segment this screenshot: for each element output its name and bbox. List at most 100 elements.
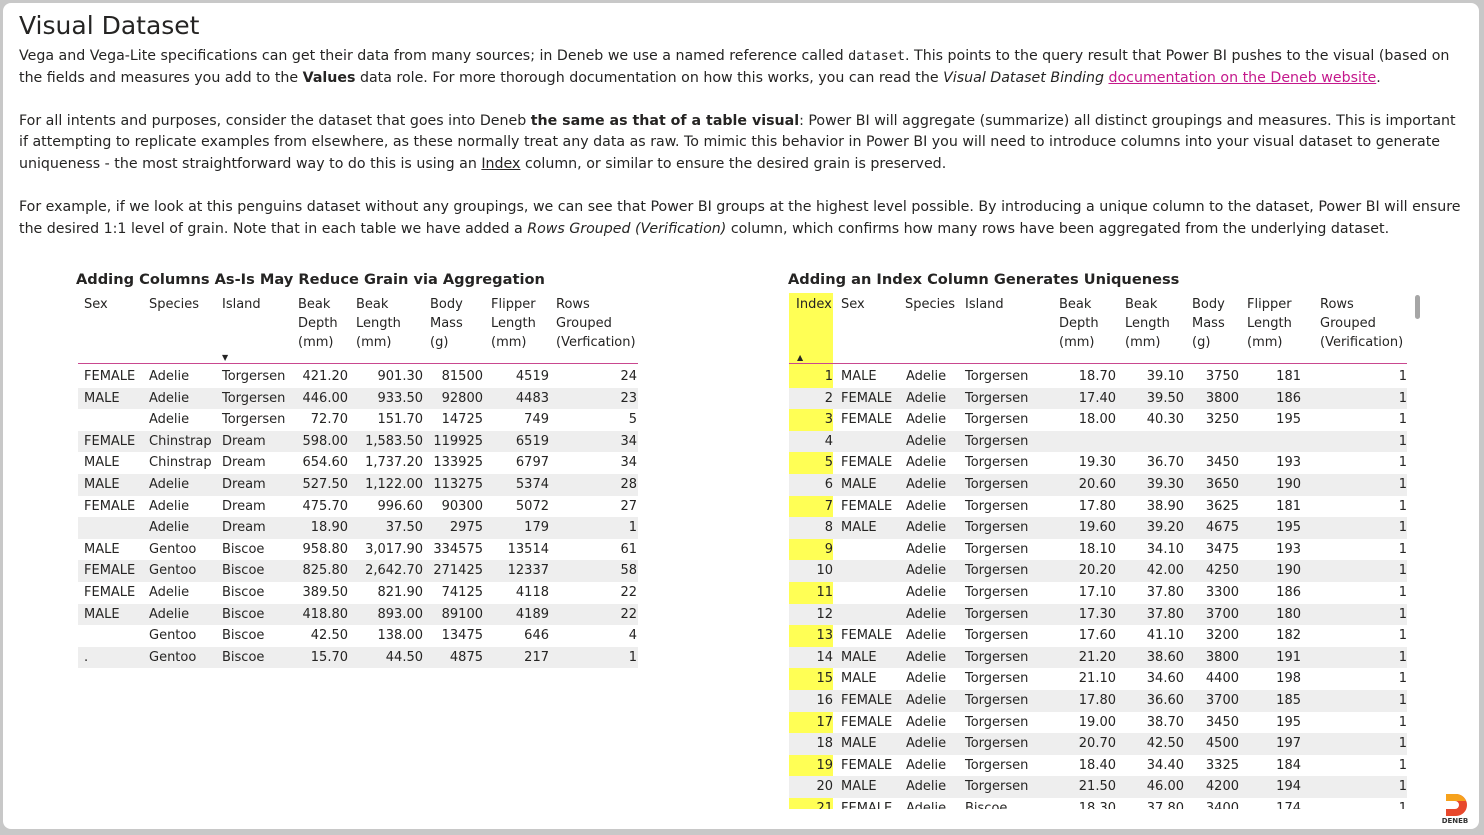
column-header[interactable]: Island (222, 297, 261, 312)
table-row[interactable]: 10 Adelie Torgersen 20.20 42.00 4250 190 1 (789, 560, 1407, 582)
table-row[interactable]: 18 MALE Adelie Torgersen 20.70 42.50 4500 197 1 (789, 733, 1407, 755)
table-row[interactable]: FEMALE Gentoo Biscoe 825.80 2,642.70 271425 12… (78, 560, 638, 582)
table-row[interactable]: MALE Adelie Biscoe 418.80 893.00 89100 4189 22 (78, 603, 638, 626)
table-row[interactable]: 14 MALE Adelie Torgersen 21.20 38.60 3800 191 1 (789, 646, 1407, 669)
table-cell: FEMALE (841, 714, 893, 730)
table-row[interactable]: Adelie Torgersen 72.70 151.70 14725 749 5 (78, 409, 638, 431)
table-cell: Adelie (906, 800, 947, 809)
table-cell: 191 (1276, 649, 1301, 665)
table-row[interactable]: MALE Adelie Torgersen 446.00 933.50 92800 4483… (78, 387, 638, 410)
table-cell: 40.30 (1146, 412, 1184, 428)
table-cell: Adelie (149, 390, 190, 406)
table-row[interactable]: 12 Adelie Torgersen 17.30 37.80 3700 180 1 (789, 603, 1407, 626)
table-cell: 138.00 (377, 628, 424, 644)
column-header[interactable]: Index (796, 297, 832, 312)
table-row[interactable]: 11 Adelie Torgersen 17.10 37.80 3300 186 1 (789, 582, 1407, 604)
table-row[interactable]: MALE Adelie Dream 527.50 1,122.00 113275 5374 2… (78, 473, 638, 496)
table-cell: 421.20 (302, 369, 349, 384)
column-header[interactable]: Body Mass (g) (1192, 297, 1225, 351)
table-cell: 12 (816, 606, 833, 622)
column-header[interactable]: Beak Length (mm) (356, 297, 401, 351)
table-row[interactable]: FEMALE Adelie Dream 475.70 996.60 90300 5072 27 (78, 496, 638, 518)
table-cell: 3450 (1205, 455, 1239, 471)
table-row[interactable]: 6 MALE Adelie Torgersen 20.60 39.30 3650 190 1 (789, 473, 1407, 496)
column-header[interactable]: Sex (84, 297, 108, 312)
sort-ascending-icon[interactable]: ▲ (797, 353, 804, 362)
table-cell: 6 (824, 476, 833, 492)
table-cell: Gentoo (149, 628, 197, 644)
column-header[interactable]: Flipper Length (mm) (491, 297, 536, 351)
table-cell: FEMALE (841, 390, 893, 406)
table-cell: Biscoe (222, 628, 265, 644)
table-row[interactable]: 7 FEMALE Adelie Torgersen 17.80 38.90 3625 181 1 (789, 496, 1407, 518)
table-cell: Torgersen (965, 476, 1029, 492)
column-header[interactable]: Body Mass (g) (430, 297, 463, 351)
table-row[interactable]: 13 FEMALE Adelie Torgersen 17.60 41.10 3200 182… (789, 625, 1407, 647)
deneb-logo-text: DENEB (1441, 817, 1469, 825)
table-cell: 193 (1276, 541, 1301, 557)
column-header[interactable]: Rows Grouped (Verification) (1320, 297, 1404, 351)
table-cell (1239, 431, 1301, 453)
table-row[interactable]: 8 MALE Adelie Torgersen 19.60 39.20 4675 195 1 (789, 517, 1407, 539)
table-cell: 133925 (433, 455, 483, 471)
deneb-docs-link[interactable]: documentation on the Deneb website (1108, 69, 1377, 86)
table-row[interactable]: FEMALE Adelie Torgersen 421.20 901.30 81500 45… (78, 366, 638, 388)
column-header[interactable]: Sex (841, 297, 865, 312)
table-cell: 4200 (1205, 779, 1239, 795)
table-row[interactable]: MALE Gentoo Biscoe 958.80 3,017.90 334575 1351… (78, 539, 638, 561)
table-cell: 37.80 (1146, 606, 1184, 622)
column-header[interactable]: Island (965, 297, 1004, 312)
table-row[interactable]: 3 FEMALE Adelie Torgersen 18.00 40.30 3250 195 1 (789, 409, 1407, 431)
column-header[interactable]: Beak Depth (mm) (298, 297, 338, 351)
table-row[interactable]: 2 FEMALE Adelie Torgersen 17.40 39.50 3800 186 1 (789, 387, 1407, 410)
column-header[interactable]: Flipper Length (mm) (1247, 297, 1292, 351)
table-row[interactable]: 21 FEMALE Adelie Biscoe 18.30 37.80 3400 174 1 (789, 798, 1407, 809)
table-cell: FEMALE (841, 757, 893, 773)
table-cell: 179 (524, 520, 549, 536)
column-header[interactable]: Species (149, 297, 200, 312)
table-cell: 1 (1398, 584, 1407, 600)
table-cell: 20.20 (1078, 563, 1116, 579)
column-header[interactable]: Species (905, 297, 956, 312)
column-header[interactable]: Beak Depth (mm) (1059, 297, 1099, 351)
column-header[interactable]: Rows Grouped (Verfication) (556, 297, 636, 351)
table-cell: 654.60 (302, 455, 349, 471)
table-cell (84, 409, 144, 431)
table-cell: 39.20 (1146, 520, 1184, 536)
column-header[interactable]: Beak Length (mm) (1125, 297, 1170, 351)
table-row[interactable]: FEMALE Chinstrap Dream 598.00 1,583.50 119925… (78, 430, 638, 453)
table-cell: Biscoe (222, 649, 265, 665)
table-row[interactable]: 15 MALE Adelie Torgersen 21.10 34.60 4400 198 1 (789, 668, 1407, 690)
table-cell: Adelie (906, 520, 947, 536)
table-cell: 34.40 (1146, 757, 1184, 773)
table-row[interactable]: FEMALE Adelie Biscoe 389.50 821.90 74125 4118 2… (78, 582, 638, 604)
table-cell: 19.00 (1078, 714, 1116, 730)
table-cell: FEMALE (84, 369, 136, 384)
right-table-scrollbar[interactable] (1415, 295, 1420, 319)
table-row[interactable]: 1 MALE Adelie Torgersen 18.70 39.10 3750 181 1 (789, 366, 1407, 388)
table-cell: 1 (1398, 412, 1407, 428)
table-row[interactable]: Adelie Dream 18.90 37.50 2975 179 1 (78, 517, 638, 539)
table-cell: 1,122.00 (365, 476, 423, 492)
table-row[interactable]: 16 FEMALE Adelie Torgersen 17.80 36.60 3700 185… (789, 689, 1407, 712)
table-cell: 7 (824, 498, 833, 514)
sort-descending-icon[interactable]: ▼ (222, 353, 229, 362)
intro-text: Vega and Vega-Lite specifications can ge… (19, 46, 1469, 262)
table-cell: MALE (841, 736, 877, 752)
table-row[interactable]: 20 MALE Adelie Torgersen 21.50 46.00 4200 194 1 (789, 776, 1407, 798)
table-row[interactable]: Gentoo Biscoe 42.50 138.00 13475 646 4 (78, 625, 638, 647)
table-row[interactable]: 17 FEMALE Adelie Torgersen 19.00 38.70 3450 195… (789, 712, 1407, 734)
table-cell: 17.40 (1078, 390, 1116, 406)
table-cell: Chinstrap (149, 455, 212, 471)
table-cell: 23 (620, 390, 637, 406)
table-row[interactable]: MALE Chinstrap Dream 654.60 1,737.20 133925 67… (78, 452, 638, 474)
table-row[interactable]: . Gentoo Biscoe 15.70 44.50 4875 217 1 (78, 646, 638, 669)
table-row[interactable]: 5 FEMALE Adelie Torgersen 19.30 36.70 3450 193 1 (789, 452, 1407, 474)
table-row[interactable]: 9 Adelie Torgersen 18.10 34.10 3475 193 1 (789, 539, 1407, 561)
table-cell: 389.50 (302, 584, 349, 600)
table-cell: Torgersen (965, 779, 1029, 795)
table-cell: 181 (1276, 498, 1301, 514)
table-row[interactable]: 19 FEMALE Adelie Torgersen 18.40 34.40 3325 184… (789, 755, 1407, 777)
table-cell: 38.60 (1146, 649, 1184, 665)
table-row[interactable]: 4 Adelie Torgersen 1 (789, 430, 1407, 453)
